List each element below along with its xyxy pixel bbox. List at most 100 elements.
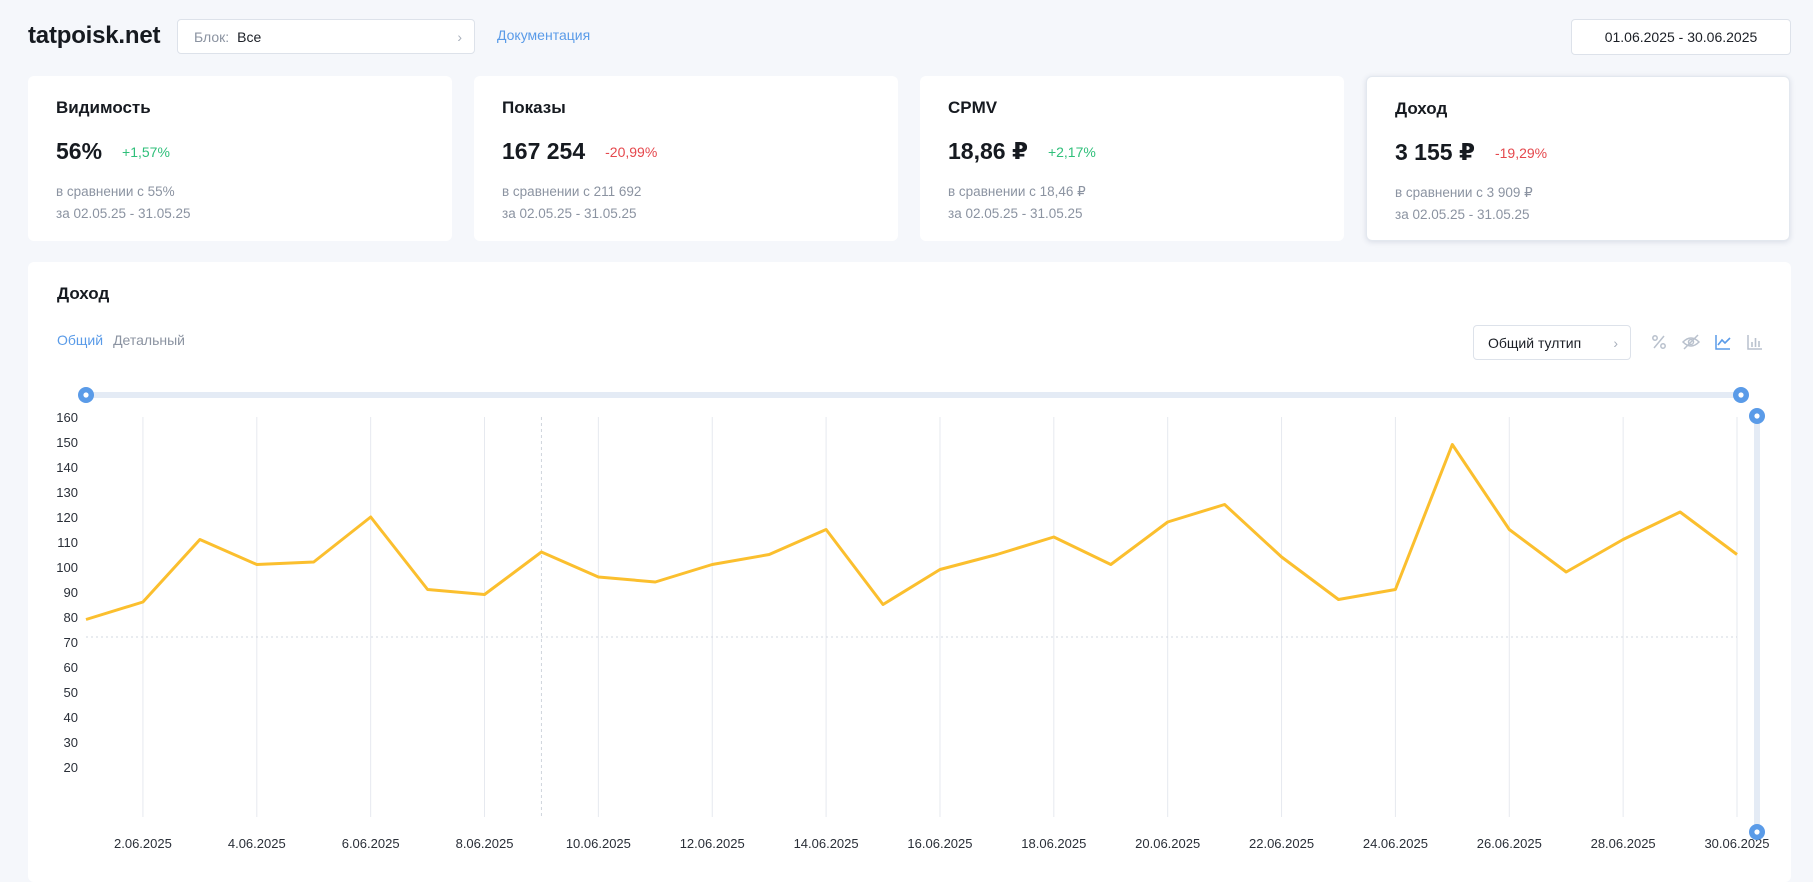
x-tick-label: 22.06.2025 xyxy=(1249,836,1314,851)
date-range-picker[interactable]: 01.06.2025 - 30.06.2025 xyxy=(1571,19,1791,55)
y-tick-label: 20 xyxy=(64,760,78,775)
kpi-compare: в сравнении с 55% xyxy=(56,184,175,199)
x-tick-label: 12.06.2025 xyxy=(680,836,745,851)
data-point[interactable] xyxy=(649,576,661,588)
kpi-value: 56% xyxy=(56,138,103,164)
x-tick-label: 26.06.2025 xyxy=(1477,836,1542,851)
data-point[interactable] xyxy=(1276,551,1288,563)
kpi-card-income[interactable]: Доход 3 155 ₽ -19,29% в сравнении с 3 90… xyxy=(1366,76,1790,241)
y-tick-label: 160 xyxy=(56,410,78,425)
data-point[interactable] xyxy=(365,511,377,523)
tab-detailed[interactable]: Детальный xyxy=(113,332,185,348)
data-point[interactable] xyxy=(706,559,718,571)
y-tick-label: 80 xyxy=(64,610,78,625)
x-tick-label: 20.06.2025 xyxy=(1135,836,1200,851)
chevron-right-icon: › xyxy=(457,28,462,45)
x-tick-label: 2.06.2025 xyxy=(114,836,172,851)
kpi-delta: +2,17% xyxy=(1047,143,1096,160)
data-point[interactable] xyxy=(1560,566,1572,578)
tab-general[interactable]: Общий xyxy=(57,332,104,348)
kpi-period: за 02.05.25 - 31.05.25 xyxy=(1395,207,1530,222)
data-point[interactable] xyxy=(80,614,92,626)
x-tick-label: 10.06.2025 xyxy=(566,836,631,851)
chart-toolbar xyxy=(1649,332,1765,352)
x-tick-label: 4.06.2025 xyxy=(228,836,286,851)
income-line-chart[interactable]: 20 30 40 50 60 70 80 90 100 110 120 130 140 150 160 2.… xyxy=(28,262,1791,872)
data-point[interactable] xyxy=(1389,584,1401,596)
y-tick-label: 110 xyxy=(57,535,78,550)
data-point[interactable] xyxy=(1731,549,1743,561)
kpi-title: Видимость xyxy=(56,98,151,117)
kpi-compare: в сравнении с 3 909 ₽ xyxy=(1395,185,1533,200)
kpi-title: Доход xyxy=(1395,99,1448,118)
data-point[interactable] xyxy=(1446,439,1458,451)
handle-dot xyxy=(1754,829,1760,835)
tooltip-mode-select[interactable]: Общий тултип › xyxy=(1473,325,1631,360)
x-tick-label: 14.06.2025 xyxy=(794,836,859,851)
bar-chart-icon[interactable] xyxy=(1745,332,1765,352)
kpi-compare: в сравнении с 18,46 ₽ xyxy=(948,184,1086,199)
x-tick-label: 16.06.2025 xyxy=(907,836,972,851)
data-point[interactable] xyxy=(308,556,320,568)
y-tick-label: 120 xyxy=(56,510,78,525)
data-point[interactable] xyxy=(194,534,206,546)
data-point[interactable] xyxy=(1219,499,1231,511)
y-tick-label: 70 xyxy=(64,635,78,650)
x-tick-label: 8.06.2025 xyxy=(456,836,514,851)
kpi-delta: +1,57% xyxy=(122,143,170,160)
block-select[interactable]: Блок: Все › xyxy=(177,19,475,54)
income-series-line[interactable] xyxy=(85,443,1738,621)
data-point[interactable] xyxy=(1105,559,1117,571)
data-point[interactable] xyxy=(934,564,946,576)
x-tick-label: 28.06.2025 xyxy=(1591,836,1656,851)
y-tick-label: 40 xyxy=(64,710,78,725)
kpi-value: 167 254 xyxy=(502,138,586,164)
data-point[interactable] xyxy=(1048,531,1060,543)
eye-off-icon[interactable] xyxy=(1681,332,1701,352)
percent-icon[interactable] xyxy=(1649,332,1669,352)
chart-tabs: Общий Детальный xyxy=(57,332,185,348)
data-point[interactable] xyxy=(763,549,775,561)
data-point[interactable] xyxy=(137,596,149,608)
documentation-link[interactable]: Документация xyxy=(497,27,591,43)
y-tick-label: 60 xyxy=(64,660,78,675)
y-tick-label: 150 xyxy=(56,435,78,450)
y-tick-label: 130 xyxy=(56,485,78,500)
kpi-value: 3 155 ₽ xyxy=(1395,139,1475,165)
line-chart-icon[interactable] xyxy=(1713,332,1733,352)
block-select-value: Все xyxy=(237,28,262,45)
data-point[interactable] xyxy=(1332,594,1344,606)
chevron-right-icon: › xyxy=(1613,334,1618,351)
kpi-delta: -19,29% xyxy=(1494,144,1548,161)
data-point[interactable] xyxy=(535,546,547,558)
tooltip-mode-value: Общий тултип xyxy=(1488,334,1582,351)
data-point[interactable] xyxy=(1674,506,1686,518)
data-point[interactable] xyxy=(1617,534,1629,546)
x-tick-label: 24.06.2025 xyxy=(1363,836,1428,851)
kpi-card-impressions[interactable]: Показы 167 254 -20,99% в сравнении с 211… xyxy=(474,76,898,241)
block-select-label: Блок: xyxy=(194,28,230,45)
kpi-period: за 02.05.25 - 31.05.25 xyxy=(56,206,191,221)
kpi-card-cpmv[interactable]: CPMV 18,86 ₽ +2,17% в сравнении с 18,46 … xyxy=(920,76,1344,241)
data-point[interactable] xyxy=(422,584,434,596)
data-point[interactable] xyxy=(592,571,604,583)
data-point[interactable] xyxy=(820,524,832,536)
x-tick-label: 6.06.2025 xyxy=(342,836,400,851)
data-point[interactable] xyxy=(991,549,1003,561)
y-tick-label: 100 xyxy=(56,560,78,575)
data-point[interactable] xyxy=(479,589,491,601)
kpi-card-visibility[interactable]: Видимость 56% +1,57% в сравнении с 55% з… xyxy=(28,76,452,241)
data-point[interactable] xyxy=(1503,524,1515,536)
chart-panel-title: Доход xyxy=(57,284,110,303)
x-tick-label: 18.06.2025 xyxy=(1021,836,1086,851)
handle-dot xyxy=(1754,413,1760,419)
kpi-value: 18,86 ₽ xyxy=(948,138,1028,164)
data-point[interactable] xyxy=(877,599,889,611)
y-tick-label: 90 xyxy=(64,585,78,600)
site-logo: tatpoisk.net xyxy=(28,22,161,49)
data-point[interactable] xyxy=(1162,516,1174,528)
data-point[interactable] xyxy=(251,559,263,571)
kpi-delta: -20,99% xyxy=(605,143,658,160)
kpi-period: за 02.05.25 - 31.05.25 xyxy=(948,206,1083,221)
income-chart-panel: Доход Общий Детальный Общий тултип › 20 3… xyxy=(28,262,1791,882)
